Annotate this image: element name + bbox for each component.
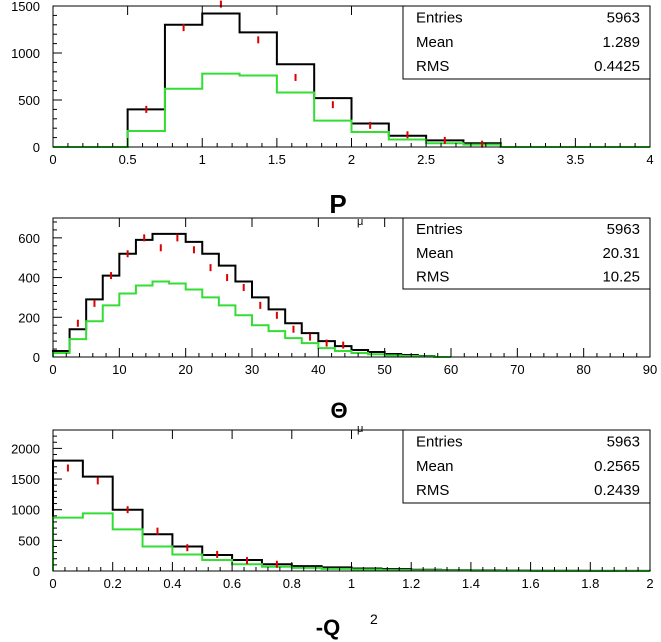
y-tick-label: 2000 xyxy=(11,441,40,456)
x-tick-label: 0.5 xyxy=(119,152,137,167)
panel-momentum: 0 0.5 1 1.5 2 2.5 3 3.5 4 0 500 1000 1500 Entries 5963… xyxy=(11,0,654,228)
x-tick-label: 0 xyxy=(49,362,56,377)
stats-entries-value: 5963 xyxy=(607,10,640,27)
y-tick-label: 0 xyxy=(33,564,40,579)
stats-mean-value: 1.289 xyxy=(602,34,640,51)
x-tick-label: 80 xyxy=(576,362,590,377)
y-tick-label: 1000 xyxy=(11,46,40,61)
x-axis-label: P xyxy=(329,189,346,219)
x-axis-label: -Q xyxy=(316,615,340,640)
stats-mean-label: Mean xyxy=(416,245,454,262)
x-tick-label: 2 xyxy=(348,152,355,167)
stats-entries-label: Entries xyxy=(416,10,463,27)
stats-mean-value: 20.31 xyxy=(602,245,640,262)
stats-rms-value: 0.4425 xyxy=(594,58,640,75)
y-tick-label: 500 xyxy=(18,93,40,108)
x-tick-label: 0.6 xyxy=(223,576,241,591)
x-tick-label: 50 xyxy=(377,362,391,377)
y-tick-label: 200 xyxy=(18,310,40,325)
y-tick-label: 400 xyxy=(18,271,40,286)
x-tick-label: 0.4 xyxy=(163,576,181,591)
x-tick-label: 70 xyxy=(510,362,524,377)
stats-entries-value: 5963 xyxy=(607,221,640,238)
y-tick-label: 0 xyxy=(33,350,40,365)
x-tick-label: 90 xyxy=(643,362,657,377)
x-tick-label: 0 xyxy=(49,152,56,167)
panel-q2: 0 0.2 0.4 0.6 0.8 1 1.2 1.4 1.6 1.8 2 0 500 1000 1500 2… xyxy=(11,429,654,640)
stats-box xyxy=(402,217,651,290)
stats-rms-value: 10.25 xyxy=(602,268,640,285)
stats-rms-value: 0.2439 xyxy=(594,482,640,499)
y-tick-label: 500 xyxy=(18,533,40,548)
x-tick-label: 4 xyxy=(646,152,653,167)
x-tick-label: 40 xyxy=(311,362,325,377)
x-tick-label: 1 xyxy=(348,576,355,591)
stats-box xyxy=(402,429,651,504)
y-tick-label: 600 xyxy=(18,231,40,246)
y-tick-label: 1000 xyxy=(11,503,40,518)
y-tick-label: 0 xyxy=(33,140,40,155)
x-tick-label: 1.5 xyxy=(268,152,286,167)
x-tick-label: 0.2 xyxy=(104,576,122,591)
stats-box xyxy=(402,5,651,80)
stats-entries-value: 5963 xyxy=(607,434,640,451)
x-tick-label: 1.8 xyxy=(581,576,599,591)
x-tick-label: 30 xyxy=(245,362,259,377)
stats-entries-label: Entries xyxy=(416,221,463,238)
histogram-total-angle xyxy=(52,232,451,358)
x-tick-label: 0.8 xyxy=(283,576,301,591)
stats-mean-value: 0.2565 xyxy=(594,458,640,475)
y-tick-label: 1500 xyxy=(11,0,40,14)
x-tick-label: 0 xyxy=(49,576,56,591)
stats-mean-label: Mean xyxy=(416,458,454,475)
x-tick-label: 2.5 xyxy=(417,152,435,167)
x-tick-label: 60 xyxy=(444,362,458,377)
x-tick-label: 3.5 xyxy=(566,152,584,167)
x-tick-label: 3 xyxy=(497,152,504,167)
x-axis-label-subscript: μ xyxy=(357,423,363,435)
x-axis-label-subscript: μ xyxy=(357,216,363,228)
stats-mean-label: Mean xyxy=(416,34,454,51)
x-axis-label-superscript: 2 xyxy=(370,611,378,627)
stats-rms-label: RMS xyxy=(416,58,449,75)
y-tick-label: 1500 xyxy=(11,472,40,487)
x-tick-label: 1.2 xyxy=(402,576,420,591)
panel-angle: 0 10 20 30 40 50 60 70 80 90 0 200 400 600 Entries 5963… xyxy=(18,217,657,435)
stats-rms-label: RMS xyxy=(416,268,449,285)
x-tick-label: 1 xyxy=(199,152,206,167)
x-tick-label: 2 xyxy=(646,576,653,591)
x-tick-label: 20 xyxy=(178,362,192,377)
x-tick-label: 1.4 xyxy=(462,576,480,591)
x-tick-label: 10 xyxy=(112,362,126,377)
x-tick-label: 1.6 xyxy=(522,576,540,591)
x-axis-label: Θ xyxy=(330,398,347,423)
stats-entries-label: Entries xyxy=(416,434,463,451)
stats-rms-label: RMS xyxy=(416,482,449,499)
